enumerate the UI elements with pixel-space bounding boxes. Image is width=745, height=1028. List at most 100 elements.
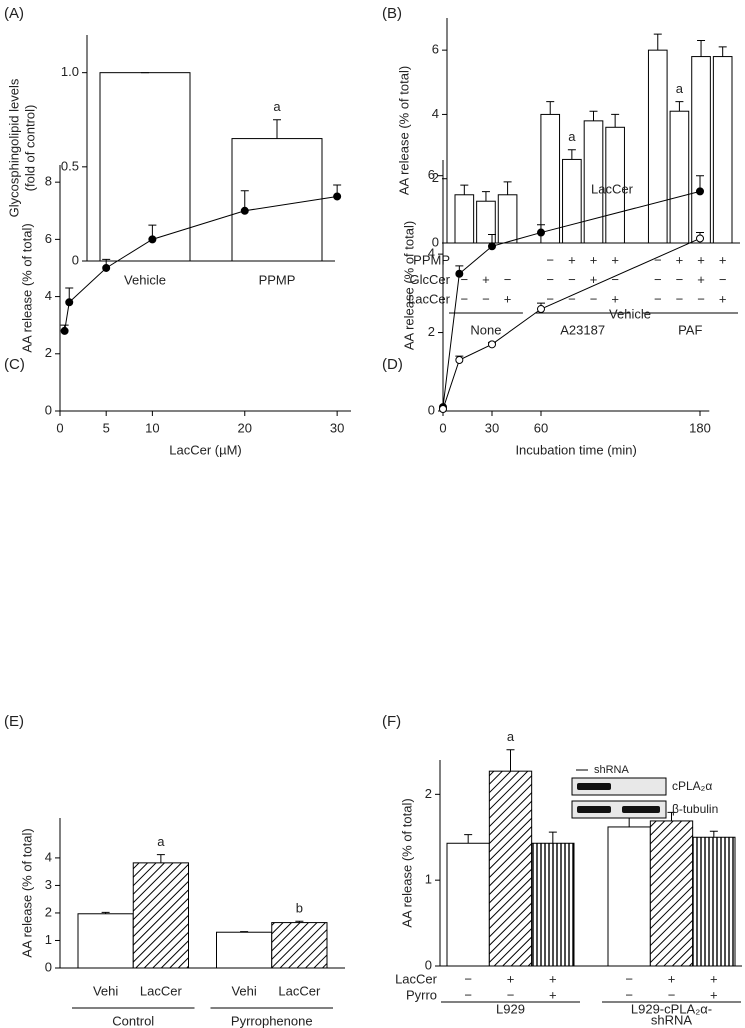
condition-sign: − (461, 272, 469, 287)
error-bar (709, 830, 718, 838)
error-bar (506, 749, 515, 772)
condition-sign: + (507, 971, 515, 986)
panel-label: (C) (4, 356, 25, 373)
bar (562, 158, 582, 244)
y-tick-label: 0 (72, 252, 79, 267)
condition-sign: − (697, 291, 705, 306)
error-bar (653, 33, 662, 51)
error-bar (101, 911, 110, 914)
blot-band (577, 783, 611, 790)
condition-sign: − (464, 971, 472, 986)
y-tick-label: 3 (45, 877, 52, 892)
x-tick-label: 180 (689, 420, 711, 435)
y-tick-label: 1 (425, 872, 432, 887)
condition-label: PPMP (413, 252, 450, 267)
condition-sign: − (611, 272, 619, 287)
y-axis-label: AA release (% of total) (396, 66, 411, 195)
group-label: Control (112, 1013, 154, 1028)
error-bar (675, 101, 684, 112)
y-tick-label: 2 (425, 786, 432, 801)
x-tick-label: Vehicle (124, 272, 166, 287)
error-bar (503, 181, 512, 195)
bar (691, 56, 711, 244)
y-tick-label: 4 (45, 849, 52, 864)
y-tick-label: 4 (428, 246, 435, 261)
condition-label: LacCer (408, 291, 451, 306)
y-tick-label: 6 (428, 167, 435, 182)
bar (531, 842, 575, 967)
condition-label: LacCer (395, 971, 438, 986)
condition-sign: − (507, 987, 515, 1002)
group-label: shRNA (651, 1012, 693, 1027)
bar (446, 842, 490, 967)
condition-sign: + (697, 272, 705, 287)
condition-sign: − (464, 987, 472, 1002)
series-label: Vehicle (609, 306, 651, 321)
x-axis-label: LacCer (µM) (169, 442, 242, 457)
x-tick-label: PPMP (259, 272, 296, 287)
condition-sign: + (504, 291, 512, 306)
y-tick-label: 0 (428, 402, 435, 417)
condition-sign: + (676, 252, 684, 267)
condition-sign: − (719, 272, 727, 287)
x-tick-label: Vehi (93, 983, 118, 998)
bar (77, 913, 134, 969)
condition-sign: − (668, 987, 676, 1002)
y-tick-label: 4 (432, 106, 439, 121)
condition-sign: + (590, 252, 598, 267)
y-tick-label: 1.0 (61, 64, 79, 79)
y-tick-label: 0 (432, 234, 439, 249)
data-point (537, 305, 545, 314)
inset-row-label: cPLA₂α (672, 779, 712, 793)
data-point (696, 187, 704, 196)
condition-sign: − (482, 291, 490, 306)
bar (216, 931, 273, 969)
error-bar (156, 854, 165, 863)
error-bar (273, 119, 281, 139)
y-axis-label: AA release (% of total) (401, 221, 416, 350)
bar (669, 110, 690, 244)
data-point (537, 228, 545, 237)
blot-band (577, 806, 611, 813)
x-axis-label: Incubation time (min) (515, 442, 636, 457)
error-bar (567, 149, 576, 160)
inset-row-label: β-tubulin (672, 802, 718, 816)
condition-sign: + (549, 987, 557, 1002)
series-label: LacCer (591, 181, 634, 196)
condition-sign: − (676, 272, 684, 287)
group-label: None (470, 322, 501, 337)
group-label: Pyrrophenone (231, 1013, 313, 1028)
x-tick-label: 0 (56, 420, 63, 435)
y-axis-label: AA release (% of total) (399, 798, 414, 927)
y-tick-label: 0 (45, 402, 52, 417)
y-tick-label: 8 (45, 174, 52, 189)
bar (712, 56, 733, 244)
condition-sign: + (697, 252, 705, 267)
x-tick-label: 5 (103, 420, 110, 435)
condition-sign: + (710, 987, 718, 1002)
panel-label: (F) (382, 713, 401, 730)
y-tick-label: 2 (432, 170, 439, 185)
panel-label: (E) (4, 713, 24, 730)
condition-sign: − (654, 291, 662, 306)
data-point (60, 326, 69, 335)
data-point (488, 242, 496, 251)
bar (132, 862, 189, 969)
y-tick-label: 0 (45, 959, 52, 974)
data-point (696, 234, 704, 243)
condition-sign: + (719, 291, 727, 306)
bar (454, 194, 475, 244)
condition-label: Pyrro (406, 987, 437, 1002)
x-tick-label: 30 (330, 420, 344, 435)
condition-sign: + (668, 971, 676, 986)
data-point (333, 192, 342, 201)
y-tick-label: 1 (45, 932, 52, 947)
y-tick-label: 0 (425, 957, 432, 972)
condition-sign: + (568, 252, 576, 267)
error-bar (667, 811, 676, 821)
condition-sign: + (719, 252, 727, 267)
error-bar (718, 46, 727, 57)
